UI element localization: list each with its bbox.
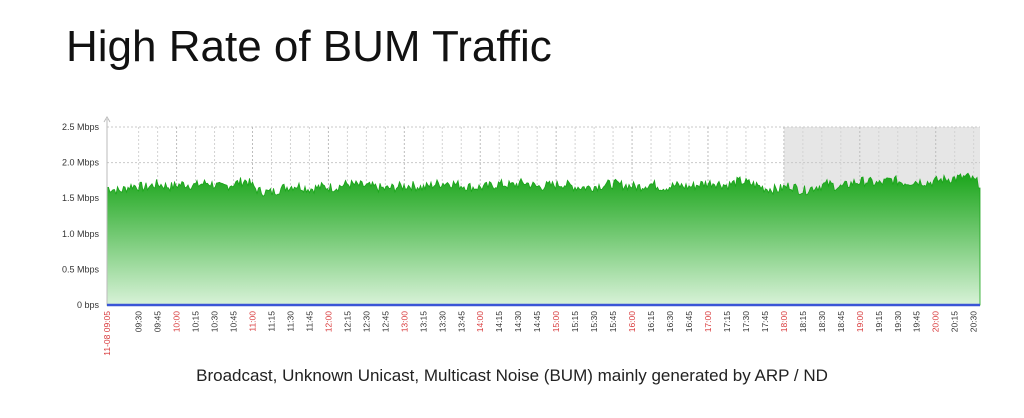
x-tick-label: 17:30: [741, 311, 751, 333]
x-tick-label: 10:45: [229, 311, 239, 333]
y-tick-label: 0.5 Mbps: [62, 264, 100, 274]
x-tick-label: 11-08 09:05: [102, 311, 112, 356]
x-tick-label: 18:15: [798, 311, 808, 333]
x-tick-label: 14:00: [475, 311, 485, 333]
slide-title: High Rate of BUM Traffic: [66, 22, 552, 71]
y-tick-label: 1.0 Mbps: [62, 229, 100, 239]
y-tick-label: 2.0 Mbps: [62, 158, 100, 168]
x-tick-label: 11:00: [248, 311, 258, 332]
x-tick-label: 09:30: [134, 311, 144, 333]
x-tick-label: 15:45: [608, 311, 618, 333]
x-tick-label: 17:15: [722, 311, 732, 333]
x-tick-label: 10:15: [191, 311, 201, 333]
x-tick-label: 11:45: [304, 311, 314, 332]
x-tick-label: 16:15: [646, 311, 656, 333]
x-tick-label: 13:45: [456, 311, 466, 333]
y-tick-label: 0 bps: [77, 300, 100, 310]
x-tick-label: 15:30: [589, 311, 599, 333]
x-tick-label: 09:45: [153, 311, 163, 333]
x-tick-label: 16:00: [627, 311, 637, 333]
x-tick-label: 12:30: [361, 311, 371, 333]
x-tick-label: 17:45: [760, 311, 770, 333]
y-tick-label: 1.5 Mbps: [62, 193, 100, 203]
x-tick-label: 14:45: [532, 311, 542, 333]
chart-caption: Broadcast, Unknown Unicast, Multicast No…: [196, 366, 828, 385]
x-tick-label: 19:45: [912, 311, 922, 333]
x-tick-label: 15:15: [570, 311, 580, 333]
x-tick-label: 15:00: [551, 311, 561, 333]
x-tick-label: 12:45: [380, 311, 390, 333]
x-tick-label: 13:00: [399, 311, 409, 333]
x-tick-label: 18:00: [779, 311, 789, 333]
x-tick-label: 13:30: [437, 311, 447, 333]
x-tick-label: 14:15: [494, 311, 504, 333]
x-tick-label: 18:30: [817, 311, 827, 333]
x-tick-label: 16:30: [665, 311, 675, 333]
x-tick-label: 11:15: [266, 311, 276, 332]
x-tick-label: 12:15: [342, 311, 352, 333]
y-axis-arrow: [103, 116, 111, 123]
x-tick-label: 19:00: [855, 311, 865, 333]
y-tick-label: 2.5 Mbps: [62, 122, 100, 132]
x-tick-label: 20:15: [950, 311, 960, 333]
x-tick-label: 16:45: [684, 311, 694, 333]
x-tick-label: 19:30: [893, 311, 903, 333]
x-tick-label: 11:30: [285, 311, 295, 332]
traffic-area-series: [106, 172, 981, 306]
x-tick-label: 14:30: [513, 311, 523, 333]
x-tick-label: 17:00: [703, 311, 713, 333]
x-tick-label: 20:30: [969, 311, 979, 333]
x-tick-label: 19:15: [874, 311, 884, 333]
x-tick-label: 12:00: [323, 311, 333, 333]
x-tick-label: 18:45: [836, 311, 846, 333]
x-tick-label: 20:00: [931, 311, 941, 333]
x-tick-label: 10:30: [210, 311, 220, 333]
x-tick-label: 13:15: [418, 311, 428, 333]
x-tick-label: 10:00: [172, 311, 182, 333]
